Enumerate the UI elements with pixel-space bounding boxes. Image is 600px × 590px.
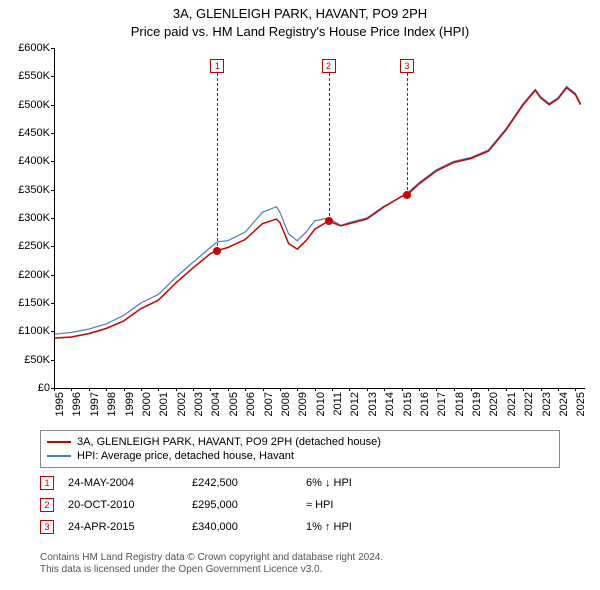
license-line: This data is licensed under the Open Gov… [40,564,383,576]
event-price: £242,500 [192,472,292,494]
events-table: 1 24-MAY-2004 £242,500 6% ↓ HPI 2 20-OCT… [40,472,560,538]
chart-subtitle: Price paid vs. HM Land Registry's House … [0,24,600,39]
x-tick-label: 1995 [54,392,66,416]
plot-border [54,48,585,389]
x-tick-label: 2021 [506,392,518,416]
marker-box: 2 [322,59,336,73]
y-tick-label: £250K [18,240,50,252]
y-tick-label: £350K [18,184,50,196]
event-marker-box: 3 [40,520,54,534]
y-tick-label: £200K [18,269,50,281]
legend-swatch [47,455,71,457]
marker-vline [329,73,330,221]
marker-vline [407,73,408,195]
y-tick-label: £300K [18,212,50,224]
chart-title: 3A, GLENLEIGH PARK, HAVANT, PO9 2PH [0,6,600,21]
event-row: 2 20-OCT-2010 £295,000 ≈ HPI [40,494,560,516]
event-date: 24-APR-2015 [68,516,178,538]
x-tick-label: 2016 [419,392,431,416]
x-tick-label: 2018 [454,392,466,416]
y-tick-label: £50K [24,354,50,366]
event-diff: 6% ↓ HPI [306,472,436,494]
y-tick-label: £400K [18,155,50,167]
license-line: Contains HM Land Registry data © Crown c… [40,552,383,564]
x-tick-label: 1996 [71,392,83,416]
x-tick-label: 2000 [141,392,153,416]
marker-dot [213,247,221,255]
x-tick-label: 2010 [315,392,327,416]
marker-box: 1 [210,59,224,73]
x-tick-label: 2008 [280,392,292,416]
x-tick-label: 2005 [228,392,240,416]
event-marker-box: 2 [40,498,54,512]
legend-label: HPI: Average price, detached house, Hava… [77,449,294,463]
event-diff: ≈ HPI [306,494,436,516]
y-tick-label: £550K [18,70,50,82]
legend-row: HPI: Average price, detached house, Hava… [47,449,553,463]
legend-label: 3A, GLENLEIGH PARK, HAVANT, PO9 2PH (det… [77,435,381,449]
x-tick-label: 2019 [471,392,483,416]
x-tick-label: 2023 [541,392,553,416]
y-tick-label: £150K [18,297,50,309]
event-row: 1 24-MAY-2004 £242,500 6% ↓ HPI [40,472,560,494]
legend-swatch [47,441,71,443]
x-tick-label: 2009 [297,392,309,416]
event-diff: 1% ↑ HPI [306,516,436,538]
x-tick-label: 2013 [367,392,379,416]
event-row: 3 24-APR-2015 £340,000 1% ↑ HPI [40,516,560,538]
x-tick-label: 2020 [488,392,500,416]
x-tick-label: 1998 [106,392,118,416]
license-text: Contains HM Land Registry data © Crown c… [40,552,383,576]
y-tick-label: £0 [38,382,50,394]
marker-dot [325,217,333,225]
chart-area: £0£50K£100K£150K£200K£250K£300K£350K£400… [54,48,584,388]
legend: 3A, GLENLEIGH PARK, HAVANT, PO9 2PH (det… [40,430,560,468]
x-tick-label: 2022 [523,392,535,416]
event-marker-box: 1 [40,476,54,490]
event-date: 20-OCT-2010 [68,494,178,516]
x-tick-label: 2006 [245,392,257,416]
y-tick-label: £450K [18,127,50,139]
y-tick-label: £500K [18,99,50,111]
marker-box: 3 [400,59,414,73]
event-date: 24-MAY-2004 [68,472,178,494]
x-tick-label: 1997 [89,392,101,416]
x-tick-label: 2001 [158,392,170,416]
x-tick-label: 2011 [332,392,344,416]
x-tick-label: 2025 [575,392,587,416]
x-tick-label: 2003 [193,392,205,416]
x-tick-label: 2024 [558,392,570,416]
x-tick-label: 2012 [349,392,361,416]
x-tick-label: 2007 [263,392,275,416]
marker-vline [217,73,218,250]
marker-dot [403,191,411,199]
x-tick-label: 2002 [176,392,188,416]
x-tick-label: 2014 [384,392,396,416]
x-tick-label: 2017 [436,392,448,416]
x-tick-label: 1999 [124,392,136,416]
event-price: £295,000 [192,494,292,516]
x-tick-label: 2015 [402,392,414,416]
event-price: £340,000 [192,516,292,538]
legend-row: 3A, GLENLEIGH PARK, HAVANT, PO9 2PH (det… [47,435,553,449]
x-tick-label: 2004 [210,392,222,416]
y-tick-label: £600K [18,42,50,54]
y-tick-label: £100K [18,325,50,337]
